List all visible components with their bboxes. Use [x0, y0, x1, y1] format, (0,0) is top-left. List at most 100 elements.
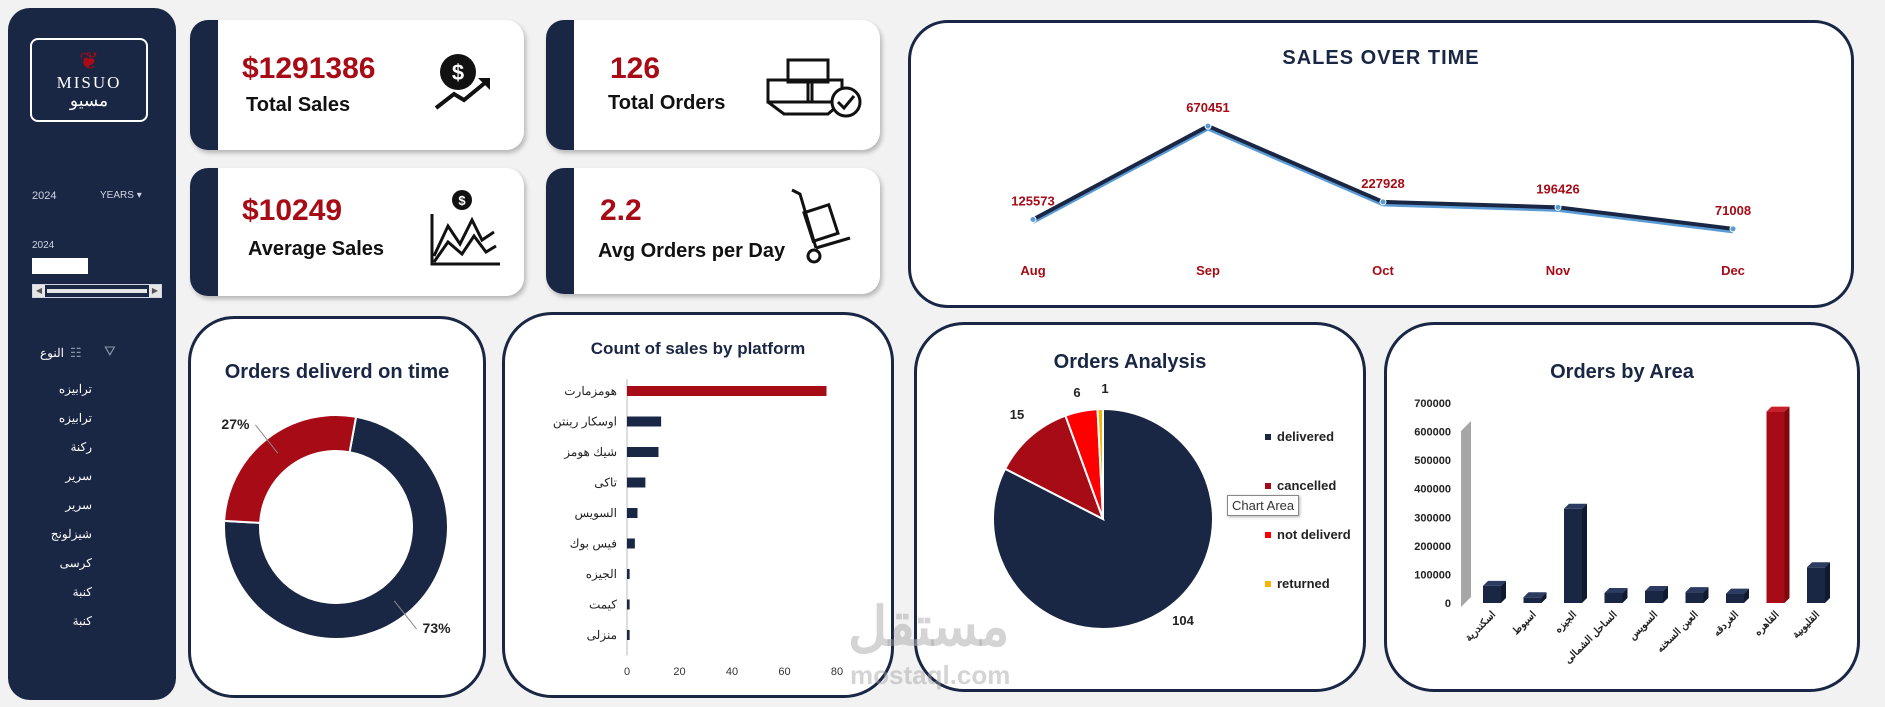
- x-tick-label: 80: [831, 666, 843, 678]
- slicer-item[interactable]: سرير: [65, 498, 92, 512]
- column: [1807, 567, 1825, 603]
- sales-by-platform-title: Count of sales by platform: [590, 339, 806, 358]
- y-tick-label: 300000: [1414, 512, 1451, 524]
- kpi-avg-orders-label: Avg Orders per Day: [598, 240, 786, 262]
- column-side: [1622, 588, 1628, 603]
- data-point: [1729, 225, 1737, 233]
- sales-over-time-title: SALES OVER TIME: [1282, 47, 1480, 69]
- data-label: 227928: [1361, 176, 1404, 191]
- sales-line-chart[interactable]: 125573 Aug 670451 Sep 227928 Oct 196426 Nov 7100…: [911, 23, 1851, 305]
- data-label: 15: [1010, 407, 1024, 422]
- kpi-average-sales: $10249 Average Sales $: [190, 168, 524, 296]
- y-tick-label: تاكى: [594, 476, 617, 490]
- slicer-item[interactable]: ركنة: [70, 440, 92, 454]
- kpi-avg-orders-value: 2.2: [600, 194, 642, 227]
- bar: [627, 508, 638, 518]
- x-tick-label: 40: [726, 666, 738, 678]
- column: [1483, 585, 1501, 603]
- orders-analysis-panel: Orders Analysis 104 15 6 1 delivered cancelle…: [914, 322, 1366, 692]
- chart-growth-icon: $: [430, 190, 500, 266]
- slicer-item[interactable]: كرسى: [59, 556, 92, 570]
- x-tick-label: العين السخنه: [1655, 609, 1701, 655]
- bar: [627, 538, 635, 549]
- y-tick-label: 700000: [1414, 398, 1451, 410]
- x-tick-label: 0: [624, 666, 630, 678]
- hand-truck-icon: [791, 188, 851, 264]
- x-tick-label: 20: [673, 666, 685, 678]
- orders-on-time-donut[interactable]: 73% 27%: [191, 319, 483, 695]
- scroll-thumb[interactable]: [47, 289, 147, 293]
- slicer-title: النوع: [40, 346, 64, 360]
- donut-slice: [223, 415, 449, 640]
- legend-swatch: [1265, 434, 1271, 440]
- sales-by-platform-chart[interactable]: هومزمارت اوسكار رينتن شيك هومز تاكى السويس في…: [505, 315, 891, 695]
- x-tick-label: اسيوط: [1511, 609, 1539, 637]
- orders-by-area-chart[interactable]: 0 100000 200000 300000 400000 500000 600000 700…: [1387, 325, 1857, 689]
- x-tick-label: اسكندرية: [1464, 609, 1499, 644]
- orders-on-time-panel: Orders deliverd on time 73% 27%: [188, 316, 486, 698]
- data-label: 104: [1172, 613, 1194, 628]
- slicer-item[interactable]: كنبة: [72, 585, 92, 599]
- leader-line: [393, 600, 417, 630]
- legend-swatch: [1265, 581, 1271, 587]
- multi-select-icon[interactable]: ☷: [70, 345, 82, 360]
- orders-analysis-title: Orders Analysis: [1053, 351, 1207, 373]
- clear-filter-icon[interactable]: ⛛: [104, 343, 116, 359]
- kpi-total-sales: $1291386 Total Sales $: [190, 20, 524, 150]
- column: [1604, 593, 1623, 603]
- kpi-total-orders-label: Total Orders: [608, 92, 726, 114]
- data-point: [1554, 203, 1562, 211]
- column-top: [1726, 588, 1749, 594]
- orders-by-area-title: Orders by Area: [1550, 361, 1694, 383]
- data-label: 196426: [1536, 181, 1579, 196]
- years-dropdown[interactable]: YEARS ▾: [100, 190, 142, 201]
- x-tick-label: القاهره: [1753, 609, 1782, 638]
- svg-text:$: $: [452, 60, 464, 85]
- leader-line: [255, 424, 279, 454]
- x-tick-label: الغردقه: [1712, 609, 1742, 639]
- data-label: 73%: [423, 620, 452, 636]
- timeline-year-label: 2024: [32, 240, 55, 251]
- column-top: [1604, 588, 1628, 593]
- watermark-logo: مستقل: [848, 597, 1010, 657]
- data-label: 125573: [1011, 193, 1054, 208]
- timeline-scrollbar[interactable]: ◀ ▶: [32, 284, 162, 298]
- legend-swatch: [1265, 532, 1271, 538]
- column: [1726, 593, 1744, 603]
- brand-logo: ❦ MISUO مسيو: [30, 38, 148, 122]
- bar: [627, 569, 630, 579]
- scroll-right-icon[interactable]: ▶: [149, 285, 161, 297]
- chevron-down-icon: ▾: [136, 190, 142, 201]
- money-growth-icon: $: [434, 54, 490, 110]
- column: [1564, 508, 1582, 603]
- logo-emblem-icon: ❦: [78, 48, 100, 75]
- bar: [627, 447, 659, 457]
- column-side: [1703, 587, 1709, 603]
- y-tick-label: كيمت: [589, 598, 617, 612]
- years-dropdown-label: YEARS: [100, 190, 134, 201]
- scroll-left-icon[interactable]: ◀: [33, 285, 45, 297]
- slicer-item[interactable]: شيزلونج: [50, 527, 92, 541]
- x-tick-label: الجيزه: [1553, 609, 1579, 635]
- column-side: [1501, 580, 1506, 603]
- column: [1523, 597, 1542, 603]
- orders-analysis-pie[interactable]: 104 15 6 1 delivered cancelled not deliverd ret…: [917, 325, 1363, 689]
- slicer-item[interactable]: سرير: [65, 469, 92, 483]
- slicer-item[interactable]: كنبة: [72, 614, 92, 628]
- logo-text-en: MISUO: [56, 73, 122, 92]
- column-top: [1483, 580, 1506, 586]
- x-tick-label: القليوبية: [1791, 609, 1823, 641]
- data-point: [1029, 215, 1037, 223]
- sidebar: ❦ MISUO مسيو 2024 YEARS ▾ 2024 ◀ ▶ النوع…: [8, 8, 176, 700]
- x-tick-label: Nov: [1546, 263, 1571, 278]
- sales-over-time-panel: SALES OVER TIME 125573 Aug 670451 Sep 227928…: [908, 20, 1854, 308]
- slicer-item[interactable]: ترابيزه: [58, 382, 92, 396]
- x-tick-label: Oct: [1372, 263, 1394, 278]
- slicer-item[interactable]: ترابيزه: [58, 411, 92, 425]
- y-tick-label: 400000: [1414, 484, 1451, 496]
- y-tick-label: منزلى: [587, 628, 617, 642]
- bar: [627, 599, 630, 610]
- kpi-total-sales-label: Total Sales: [246, 94, 351, 116]
- timeline-bar[interactable]: [32, 258, 88, 274]
- y-tick-label: 200000: [1414, 541, 1451, 553]
